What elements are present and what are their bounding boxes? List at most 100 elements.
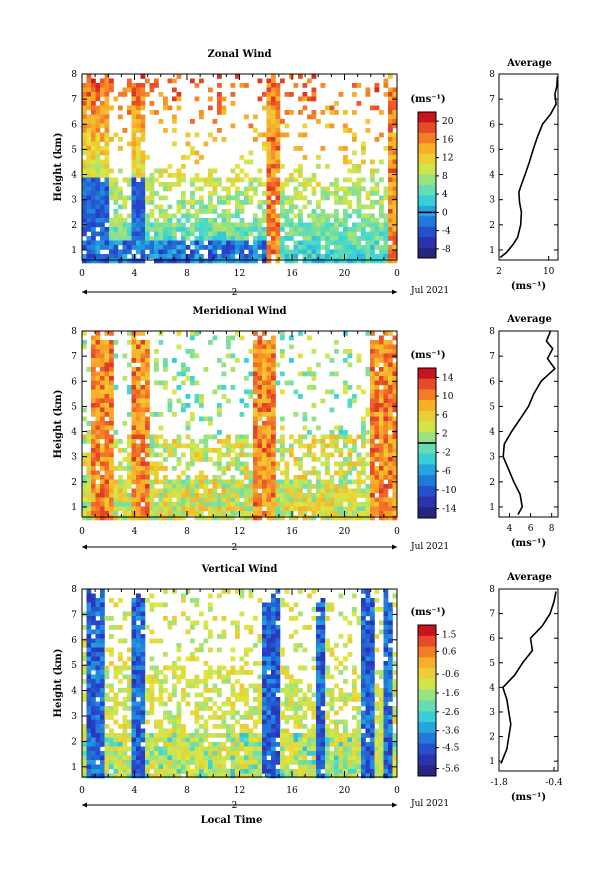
heatmap-cells (82, 589, 398, 779)
y-tick-label: 8 (71, 70, 77, 80)
colorbar-tick-label: -10 (442, 486, 457, 496)
colorbar-segment (418, 485, 436, 497)
day-span-arrow-left (82, 802, 87, 808)
date-label: Jul 2021 (410, 799, 449, 809)
profile-y-tick-label: 3 (489, 196, 495, 206)
y-tick-label: 2 (71, 737, 77, 747)
day-span-arrow-right (392, 289, 397, 295)
profile-frame (498, 73, 559, 261)
profile-line (502, 330, 556, 515)
colorbar-tick-label: -2.6 (442, 708, 460, 718)
profile-title: Average (506, 314, 552, 325)
colorbar-segment (418, 195, 436, 207)
x-tick-label: 16 (286, 527, 298, 537)
colorbar-segment (418, 174, 436, 186)
x-tick-label: 4 (132, 269, 138, 279)
y-tick-label: 1 (71, 246, 77, 256)
day-span-arrow-right (392, 544, 397, 550)
colorbar-tick-label: -14 (442, 505, 457, 515)
profile-panel-0: Average 1 2 3 4 5 6 7 8 2 10 (ms⁻¹) (489, 58, 559, 292)
colorbar-segment (418, 112, 436, 123)
colorbar-segment (418, 216, 436, 228)
y-tick-label: 3 (71, 712, 77, 722)
colorbar-segment (418, 743, 436, 755)
x-tick-label: 12 (234, 786, 245, 796)
x-tick-label: 0 (79, 786, 85, 796)
colorbar-segment (418, 507, 436, 519)
colorbar-tick-label: 14 (442, 373, 454, 383)
profile-y-tick-label: 4 (489, 683, 495, 693)
y-tick-label: 5 (71, 402, 77, 412)
x-tick-label: 16 (286, 786, 298, 796)
colorbar-segment (418, 657, 436, 669)
y-tick-label: 7 (71, 610, 77, 620)
colorbar-segment (418, 410, 436, 422)
date-label: Jul 2021 (410, 542, 449, 552)
chart-title: Zonal Wind (207, 49, 271, 60)
colorbar-segment (418, 711, 436, 723)
profile-y-tick-label: 3 (489, 708, 495, 718)
profile-y-tick-label: 3 (489, 453, 495, 463)
colorbar-segment (418, 153, 436, 165)
colorbar-segment (418, 678, 436, 691)
day-span-arrow-right (392, 802, 397, 808)
y-tick-label: 6 (71, 636, 77, 646)
y-tick-label: 6 (71, 377, 77, 387)
profile-y-tick-label: 2 (489, 478, 495, 488)
y-axis-label: Height (km) (53, 133, 64, 202)
colorbar-segment (418, 453, 436, 465)
y-tick-label: 8 (71, 327, 77, 337)
colorbar-segment (418, 700, 436, 712)
x-tick-label: 12 (234, 527, 245, 537)
profile-y-tick-label: 2 (489, 733, 495, 743)
profile-title: Average (506, 572, 552, 583)
day-span-arrow-left (82, 289, 87, 295)
colorbar-tick-label: 2 (442, 430, 448, 440)
y-tick-label: 7 (71, 95, 77, 105)
profile-unit-label: (ms⁻¹) (511, 792, 546, 803)
colorbar-segment (418, 132, 436, 144)
y-tick-label: 4 (71, 428, 77, 438)
x-tick-label: 20 (339, 269, 351, 279)
colorbar-tick-label: 0 (442, 208, 448, 218)
y-axis-label: Height (km) (53, 390, 64, 459)
colorbar-segment (418, 185, 436, 196)
colorbar-tick-label: 0.6 (442, 647, 457, 657)
heatmap-cells (82, 331, 398, 521)
profile-y-tick-label: 7 (489, 610, 495, 620)
colorbar-segment (418, 732, 436, 745)
profile-y-tick-label: 7 (489, 95, 495, 105)
profile-frame (498, 330, 559, 518)
colorbar-segment (418, 689, 436, 701)
x-tick-label: 0 (394, 269, 400, 279)
profile-y-tick-label: 8 (489, 327, 495, 337)
colorbar-tick-label: 1.5 (442, 630, 457, 640)
profile-y-tick-label: 6 (489, 377, 495, 387)
profile-unit-label: (ms⁻¹) (511, 281, 546, 292)
profile-frame (498, 588, 559, 772)
profile-y-tick-label: 7 (489, 352, 495, 362)
colorbar-segment (418, 389, 436, 401)
colorbar-segment (418, 205, 436, 217)
colorbar-tick-label: -3.6 (442, 727, 460, 737)
colorbar-tick-label: -1.6 (442, 689, 460, 699)
y-tick-label: 8 (71, 585, 77, 595)
profile-x-tick-label: 10 (543, 267, 555, 277)
x-tick-label: 0 (79, 269, 85, 279)
colorbar-segment (418, 432, 436, 444)
y-tick-label: 4 (71, 171, 77, 181)
y-tick-label: 6 (71, 120, 77, 130)
profile-x-tick-label: 8 (549, 524, 555, 534)
colorbar-segment (418, 378, 436, 390)
y-tick-label: 4 (71, 687, 77, 697)
heatmap-cells (82, 74, 398, 264)
profile-unit-label: (ms⁻¹) (511, 538, 546, 549)
colorbar-segment (418, 164, 436, 175)
profile-x-tick-label: -0.4 (545, 778, 563, 788)
profile-x-tick-label: 2 (496, 267, 502, 277)
day-label: 2 (232, 288, 238, 298)
chart-title: Meridional Wind (192, 306, 286, 317)
